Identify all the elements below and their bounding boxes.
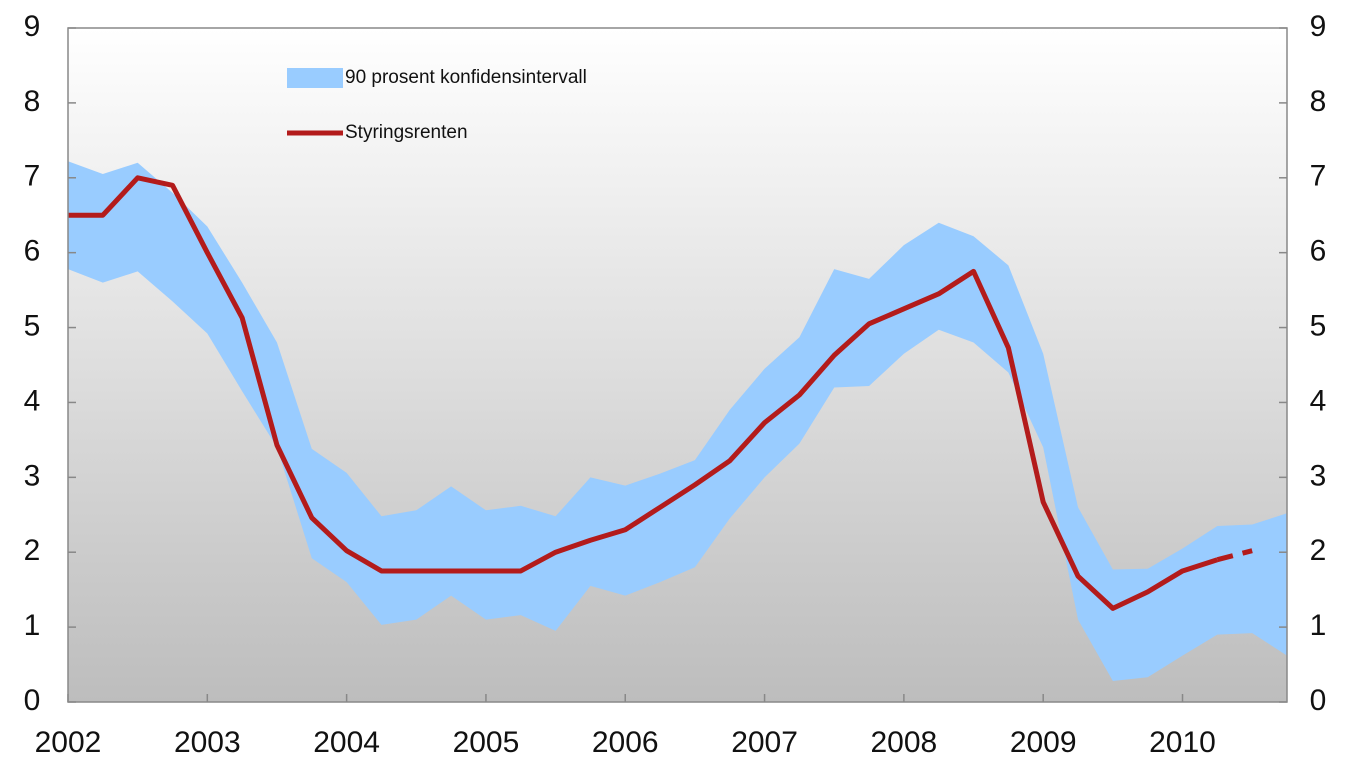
y2-tick-label: 9 (1310, 10, 1327, 43)
y2-tick-label: 2 (1310, 534, 1327, 567)
y-tick-label: 6 (24, 235, 41, 268)
line-dashed (1216, 548, 1253, 563)
y-tick-label: 8 (24, 85, 41, 118)
y2-tick-label: 8 (1310, 85, 1327, 118)
y-tick-label: 0 (24, 684, 41, 717)
y2-tick-label: 3 (1310, 459, 1327, 492)
y2-tick-label: 4 (1310, 384, 1327, 417)
y2-tick-label: 6 (1310, 235, 1327, 268)
y-tick-label: 1 (24, 609, 41, 642)
x-tick-label: 2009 (1010, 726, 1077, 759)
x-tick-label: 2010 (1149, 726, 1216, 759)
x-tick-label: 2002 (35, 726, 102, 759)
y2-tick-label: 5 (1310, 309, 1327, 342)
y2-tick-label: 1 (1310, 609, 1327, 642)
y2-tick-label: 7 (1310, 160, 1327, 193)
y-tick-label: 2 (24, 534, 41, 567)
y-tick-label: 5 (24, 309, 41, 342)
legend-label: Styringsrenten (345, 122, 468, 143)
y-tick-label: 3 (24, 459, 41, 492)
y2-tick-label: 0 (1310, 684, 1327, 717)
x-tick-label: 2003 (174, 726, 241, 759)
y-tick-label: 4 (24, 384, 41, 417)
plot-frame (67, 27, 1288, 703)
x-tick-label: 2006 (592, 726, 659, 759)
y-tick-label: 9 (24, 10, 41, 43)
x-tick-label: 2007 (731, 726, 798, 759)
x-tick-label: 2004 (313, 726, 380, 759)
y-tick-label: 7 (24, 160, 41, 193)
x-tick-label: 2008 (871, 726, 938, 759)
x-tick-label: 2005 (453, 726, 520, 759)
legend-swatch (287, 68, 343, 88)
line (68, 175, 1219, 611)
legend-label: 90 prosent konfidensintervall (345, 67, 587, 88)
